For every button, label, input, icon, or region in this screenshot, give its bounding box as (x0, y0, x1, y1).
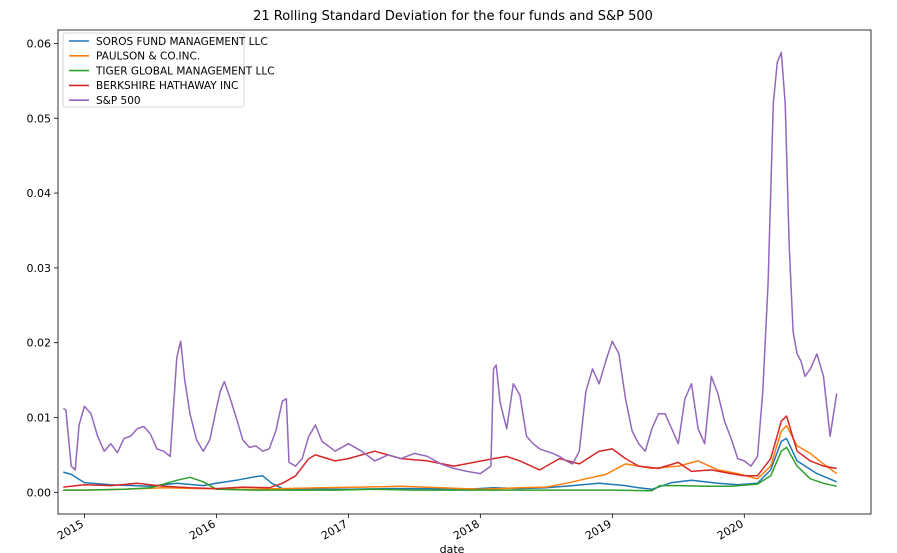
x-tick-label: 2015 (55, 517, 86, 542)
y-tick-label: 0.05 (27, 112, 52, 125)
y-axis: 0.00 0.01 0.02 0.03 0.04 0.05 0.06 (27, 37, 58, 499)
series-line-4 (62, 51, 838, 475)
x-tick-label: 2016 (187, 517, 218, 542)
y-tick-label: 0.01 (27, 411, 52, 424)
legend-label: SOROS FUND MANAGEMENT LLC (96, 36, 268, 48)
x-tick-label: 2017 (319, 517, 350, 542)
x-axis: 2015 2016 2017 2018 2019 2020 (55, 514, 746, 543)
x-tick-label: 2019 (583, 517, 614, 542)
legend-label: TIGER GLOBAL MANAGEMENT LLC (95, 65, 275, 77)
series-line-2 (63, 446, 837, 492)
legend-box (62, 32, 245, 108)
y-tick-label: 0.00 (27, 486, 52, 499)
series-line-3 (63, 415, 837, 490)
legend: SOROS FUND MANAGEMENT LLC PAULSON & CO.IN… (62, 32, 275, 108)
y-tick-label: 0.06 (27, 37, 52, 50)
y-tick-label: 0.02 (27, 337, 52, 350)
x-tick-label: 2020 (715, 517, 746, 542)
x-axis-label: date (440, 543, 465, 553)
legend-label: BERKSHIRE HATHAWAY INC (96, 80, 238, 92)
y-tick-label: 0.03 (27, 262, 52, 275)
plot-background (58, 30, 871, 514)
plot-area (57, 29, 872, 515)
plot-frame (57, 29, 872, 515)
chart-title: 21 Rolling Standard Deviation for the fo… (253, 9, 653, 24)
y-tick-label: 0.04 (27, 187, 52, 200)
legend-label: PAULSON & CO.INC. (96, 51, 200, 63)
x-tick-label: 2018 (451, 517, 482, 542)
legend-label: S&P 500 (96, 95, 141, 107)
